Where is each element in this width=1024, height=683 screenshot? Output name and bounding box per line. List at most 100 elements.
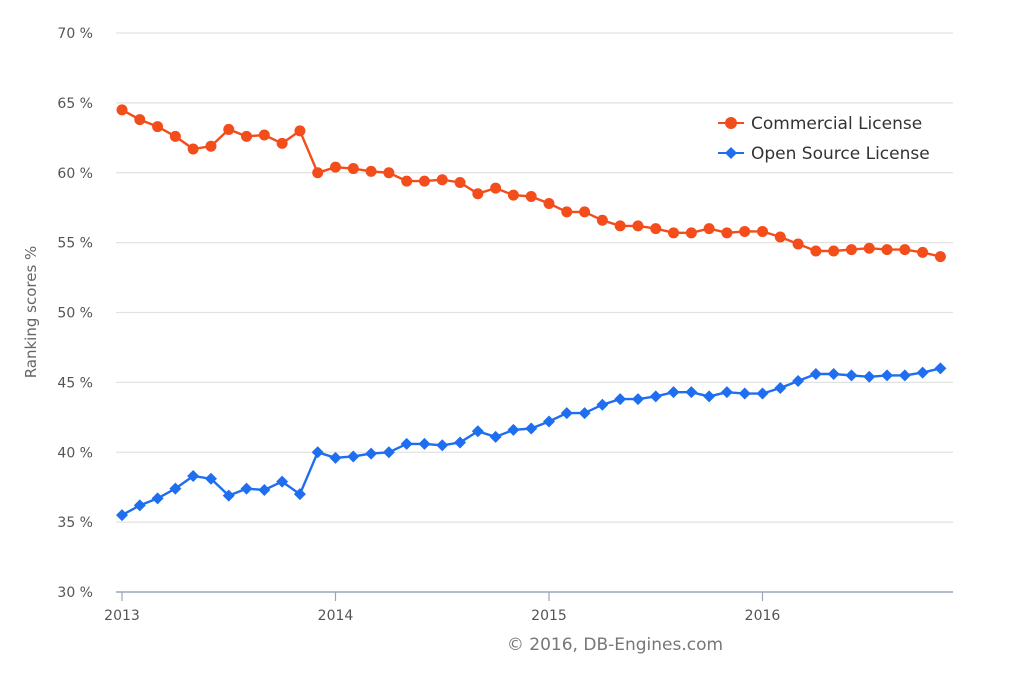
data-point[interactable] [845,244,857,256]
legend[interactable]: Commercial License Open Source License [718,114,930,164]
data-point[interactable] [258,129,270,141]
data-point[interactable] [543,415,555,428]
data-point[interactable] [685,227,697,239]
legend-item-open-source-license[interactable]: Open Source License [718,144,930,164]
data-point[interactable] [649,390,662,403]
data-point[interactable] [632,220,644,232]
data-point[interactable] [703,223,715,235]
data-point[interactable] [418,175,430,187]
data-point[interactable] [828,245,840,257]
data-point[interactable] [276,475,289,488]
data-point[interactable] [258,483,271,496]
data-point[interactable] [507,423,520,436]
data-point[interactable] [863,242,875,254]
data-point[interactable] [614,393,627,406]
data-point[interactable] [329,451,342,464]
data-point[interactable] [347,163,359,175]
data-point[interactable] [436,439,449,452]
data-point[interactable] [312,167,324,179]
data-point[interactable] [720,386,733,399]
data-point[interactable] [152,121,164,133]
data-point[interactable] [934,362,947,375]
data-point[interactable] [401,175,413,187]
data-point[interactable] [294,125,306,137]
data-point[interactable] [241,130,253,142]
data-point[interactable] [596,214,608,226]
data-point[interactable] [631,393,644,406]
data-point[interactable] [330,161,341,173]
data-point[interactable] [668,227,680,239]
data-point[interactable] [276,137,288,149]
data-point[interactable] [685,386,698,399]
data-point[interactable] [383,167,395,179]
data-point[interactable] [650,223,662,235]
data-point[interactable] [222,489,235,502]
data-point[interactable] [169,482,182,495]
data-point[interactable] [489,430,502,443]
data-point[interactable] [667,386,680,399]
data-point[interactable] [454,436,467,449]
data-point[interactable] [471,425,484,438]
data-point[interactable] [400,437,413,450]
data-point[interactable] [187,470,200,483]
data-point[interactable] [490,182,502,194]
data-point[interactable] [169,130,181,142]
data-point[interactable] [738,387,751,400]
data-point[interactable] [739,225,751,237]
legend-label-open-source: Open Source License [751,144,930,164]
data-point[interactable] [792,374,805,387]
data-point[interactable] [560,407,573,420]
data-point[interactable] [614,220,626,232]
data-point[interactable] [472,188,484,200]
data-point[interactable] [863,370,876,383]
data-point[interactable] [187,143,199,155]
data-point[interactable] [934,251,946,263]
data-point[interactable] [578,407,591,420]
data-point[interactable] [809,367,822,380]
data-point[interactable] [827,367,840,380]
data-point[interactable] [757,225,768,237]
data-point[interactable] [454,177,466,189]
data-point[interactable] [293,488,306,501]
data-point[interactable] [881,244,893,256]
data-point[interactable] [898,369,911,382]
data-point[interactable] [721,227,733,239]
data-point[interactable] [205,140,217,152]
data-point[interactable] [810,245,822,257]
data-point[interactable] [365,447,378,460]
data-point[interactable] [347,450,360,463]
data-point[interactable] [382,446,395,459]
data-point[interactable] [845,369,858,382]
data-point[interactable] [774,381,787,394]
data-point[interactable] [525,422,538,435]
data-point[interactable] [756,387,769,400]
data-point[interactable] [240,482,253,495]
data-point[interactable] [579,206,591,218]
data-point[interactable] [418,437,431,450]
data-point[interactable] [436,174,448,186]
data-point[interactable] [881,369,894,382]
legend-item-commercial-license[interactable]: Commercial License [718,114,922,134]
data-point[interactable] [365,165,377,177]
credit-link[interactable]: © 2016, DB-Engines.com [507,635,723,655]
y-tick-label: 30 % [57,585,93,601]
data-point[interactable] [134,114,146,126]
data-point[interactable] [133,499,146,512]
data-point[interactable] [311,446,324,459]
data-point[interactable] [916,366,929,379]
data-point[interactable] [899,244,911,256]
data-point[interactable] [561,206,573,218]
data-point[interactable] [116,104,128,116]
data-point[interactable] [525,191,537,203]
data-point[interactable] [507,189,519,201]
data-point[interactable] [774,231,786,243]
data-point[interactable] [151,492,164,505]
data-point[interactable] [792,238,804,250]
data-point[interactable] [917,246,929,258]
data-point[interactable] [223,123,235,135]
data-point[interactable] [596,398,609,411]
data-point[interactable] [204,472,217,485]
data-point[interactable] [116,509,128,522]
data-point[interactable] [543,197,555,209]
data-point[interactable] [703,390,716,403]
